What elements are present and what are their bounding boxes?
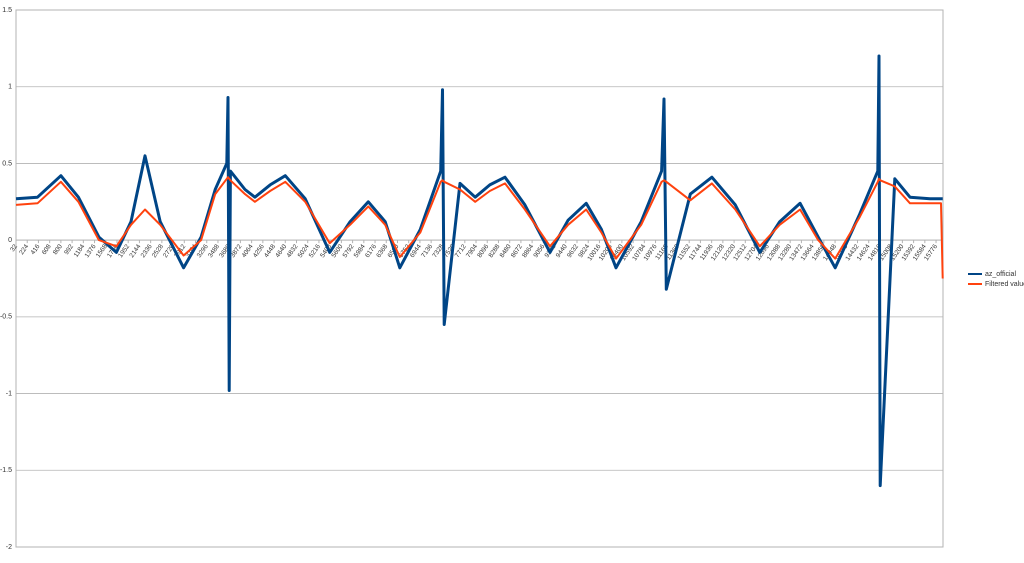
series-line <box>15 54 943 488</box>
y-tick-label: -2 <box>6 544 12 551</box>
x-tick-label: 32 <box>9 243 19 253</box>
series-line <box>15 176 944 279</box>
y-tick-label: -0.5 <box>0 314 12 321</box>
x-tick-label: 224 <box>18 243 30 256</box>
legend-label: Filtered value <box>985 281 1024 288</box>
plot-area <box>15 9 944 548</box>
x-tick-label: 800 <box>52 243 64 256</box>
y-tick-label: -1.5 <box>0 467 12 474</box>
y-tick-label: 0.5 <box>2 160 12 167</box>
legend-label: az_official <box>985 271 1016 278</box>
y-tick-label: 1 <box>8 84 12 91</box>
x-tick-label: 608 <box>41 243 53 256</box>
y-tick-label: -1 <box>6 390 12 397</box>
y-tick-label: 0 <box>8 237 12 244</box>
x-tick-label: 416 <box>30 243 42 256</box>
y-tick-label: 1.5 <box>2 7 12 14</box>
